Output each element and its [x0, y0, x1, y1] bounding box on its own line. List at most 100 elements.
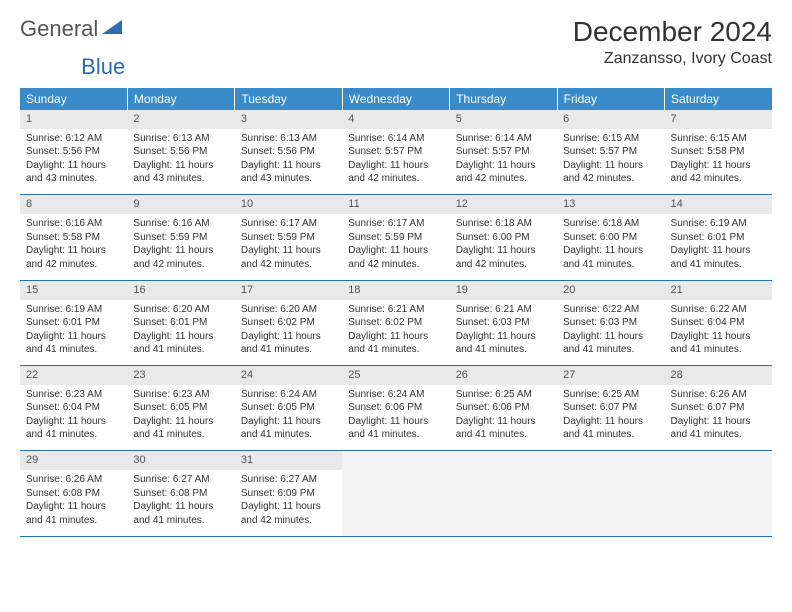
day-detail-cell: Sunrise: 6:23 AMSunset: 6:05 PMDaylight:…	[127, 385, 234, 451]
day-detail-line: Sunset: 6:07 PM	[671, 401, 766, 415]
day-detail-cell: Sunrise: 6:27 AMSunset: 6:08 PMDaylight:…	[127, 470, 234, 536]
day-detail-line: Daylight: 11 hours	[671, 244, 766, 258]
day-detail-line: Sunrise: 6:20 AM	[241, 303, 336, 317]
day-detail-line: and 41 minutes.	[133, 514, 228, 528]
day-detail-cell: Sunrise: 6:18 AMSunset: 6:00 PMDaylight:…	[557, 214, 664, 280]
day-detail-line: Sunrise: 6:19 AM	[671, 217, 766, 231]
day-number-cell: 9	[127, 195, 234, 214]
day-number-cell: 25	[342, 366, 449, 385]
day-number-cell: 12	[450, 195, 557, 214]
day-detail-line: Sunrise: 6:12 AM	[26, 132, 121, 146]
day-detail-cell: Sunrise: 6:27 AMSunset: 6:09 PMDaylight:…	[235, 470, 342, 536]
day-detail-line: Daylight: 11 hours	[241, 159, 336, 173]
day-detail-line: Daylight: 11 hours	[26, 244, 121, 258]
day-detail-line: Daylight: 11 hours	[563, 415, 658, 429]
day-number-cell: 4	[342, 110, 449, 129]
day-detail-line: and 41 minutes.	[348, 428, 443, 442]
day-detail-cell: Sunrise: 6:26 AMSunset: 6:08 PMDaylight:…	[20, 470, 127, 536]
day-detail-line: Sunrise: 6:24 AM	[348, 388, 443, 402]
day-number-cell: 30	[127, 451, 234, 470]
day-detail-line: Sunset: 6:01 PM	[26, 316, 121, 330]
day-detail-cell: Sunrise: 6:18 AMSunset: 6:00 PMDaylight:…	[450, 214, 557, 280]
logo-sail-icon	[102, 16, 124, 42]
day-detail-line: and 43 minutes.	[133, 172, 228, 186]
day-detail-line: Daylight: 11 hours	[456, 159, 551, 173]
day-detail-cell: Sunrise: 6:14 AMSunset: 5:57 PMDaylight:…	[450, 129, 557, 195]
day-detail-line: Daylight: 11 hours	[348, 415, 443, 429]
day-number-cell: 13	[557, 195, 664, 214]
day-detail-line: and 42 minutes.	[241, 514, 336, 528]
day-detail-cell: Sunrise: 6:20 AMSunset: 6:02 PMDaylight:…	[235, 300, 342, 366]
detail-row: Sunrise: 6:23 AMSunset: 6:04 PMDaylight:…	[20, 385, 772, 451]
weekday-header: Thursday	[450, 88, 557, 110]
day-detail-line: Sunrise: 6:27 AM	[241, 473, 336, 487]
day-number-cell: 17	[235, 280, 342, 299]
day-detail-line: Daylight: 11 hours	[671, 415, 766, 429]
day-detail-line: Sunset: 5:58 PM	[671, 145, 766, 159]
month-title: December 2024	[573, 16, 772, 48]
day-number-cell: 18	[342, 280, 449, 299]
day-detail-line: Daylight: 11 hours	[671, 159, 766, 173]
day-number-cell: 19	[450, 280, 557, 299]
day-detail-line: Daylight: 11 hours	[26, 415, 121, 429]
day-detail-line: and 41 minutes.	[133, 343, 228, 357]
day-detail-line: Daylight: 11 hours	[241, 415, 336, 429]
day-detail-line: Sunrise: 6:16 AM	[26, 217, 121, 231]
day-detail-line: Daylight: 11 hours	[348, 159, 443, 173]
day-detail-line: and 41 minutes.	[671, 343, 766, 357]
day-number-cell: 29	[20, 451, 127, 470]
day-detail-line: Daylight: 11 hours	[456, 330, 551, 344]
day-detail-cell: Sunrise: 6:25 AMSunset: 6:07 PMDaylight:…	[557, 385, 664, 451]
day-detail-cell: Sunrise: 6:13 AMSunset: 5:56 PMDaylight:…	[235, 129, 342, 195]
day-number-cell: 31	[235, 451, 342, 470]
day-detail-cell	[557, 470, 664, 536]
day-detail-line: and 41 minutes.	[563, 343, 658, 357]
day-detail-line: Sunrise: 6:21 AM	[456, 303, 551, 317]
day-detail-line: Sunset: 6:01 PM	[133, 316, 228, 330]
daynum-row: 15161718192021	[20, 280, 772, 299]
brand-part2-wrap: GenerBlue	[20, 54, 772, 80]
day-detail-line: Sunset: 6:05 PM	[241, 401, 336, 415]
day-detail-cell: Sunrise: 6:16 AMSunset: 5:59 PMDaylight:…	[127, 214, 234, 280]
day-detail-cell: Sunrise: 6:26 AMSunset: 6:07 PMDaylight:…	[665, 385, 772, 451]
day-detail-line: Sunset: 6:04 PM	[26, 401, 121, 415]
day-number-cell: 27	[557, 366, 664, 385]
day-detail-line: Sunrise: 6:23 AM	[26, 388, 121, 402]
day-number-cell: 10	[235, 195, 342, 214]
day-detail-line: Sunrise: 6:16 AM	[133, 217, 228, 231]
brand-part2: Blue	[81, 54, 125, 79]
day-detail-cell	[450, 470, 557, 536]
day-number-cell: 24	[235, 366, 342, 385]
day-detail-line: Sunset: 6:03 PM	[563, 316, 658, 330]
daynum-row: 1234567	[20, 110, 772, 129]
day-number-cell: 21	[665, 280, 772, 299]
day-detail-line: and 41 minutes.	[563, 258, 658, 272]
day-detail-line: and 41 minutes.	[26, 428, 121, 442]
day-detail-cell: Sunrise: 6:14 AMSunset: 5:57 PMDaylight:…	[342, 129, 449, 195]
day-detail-line: Sunrise: 6:21 AM	[348, 303, 443, 317]
day-detail-line: Daylight: 11 hours	[241, 330, 336, 344]
day-detail-line: Daylight: 11 hours	[26, 159, 121, 173]
day-detail-cell: Sunrise: 6:24 AMSunset: 6:05 PMDaylight:…	[235, 385, 342, 451]
day-detail-cell: Sunrise: 6:22 AMSunset: 6:03 PMDaylight:…	[557, 300, 664, 366]
day-detail-cell: Sunrise: 6:21 AMSunset: 6:02 PMDaylight:…	[342, 300, 449, 366]
day-detail-line: Daylight: 11 hours	[456, 244, 551, 258]
day-detail-line: Daylight: 11 hours	[348, 330, 443, 344]
day-detail-line: and 42 minutes.	[671, 172, 766, 186]
day-detail-line: Sunrise: 6:14 AM	[456, 132, 551, 146]
day-detail-line: Sunrise: 6:27 AM	[133, 473, 228, 487]
day-number-cell: 16	[127, 280, 234, 299]
day-detail-cell: Sunrise: 6:20 AMSunset: 6:01 PMDaylight:…	[127, 300, 234, 366]
day-detail-line: Sunset: 5:56 PM	[26, 145, 121, 159]
day-detail-line: Sunset: 5:56 PM	[133, 145, 228, 159]
day-detail-cell: Sunrise: 6:15 AMSunset: 5:57 PMDaylight:…	[557, 129, 664, 195]
day-detail-line: Sunrise: 6:14 AM	[348, 132, 443, 146]
day-detail-line: Daylight: 11 hours	[563, 159, 658, 173]
day-detail-line: Sunset: 5:57 PM	[456, 145, 551, 159]
daynum-row: 891011121314	[20, 195, 772, 214]
day-detail-line: Daylight: 11 hours	[348, 244, 443, 258]
day-detail-line: Sunrise: 6:15 AM	[671, 132, 766, 146]
day-detail-cell: Sunrise: 6:19 AMSunset: 6:01 PMDaylight:…	[665, 214, 772, 280]
day-detail-line: Daylight: 11 hours	[26, 500, 121, 514]
day-detail-line: and 41 minutes.	[456, 343, 551, 357]
